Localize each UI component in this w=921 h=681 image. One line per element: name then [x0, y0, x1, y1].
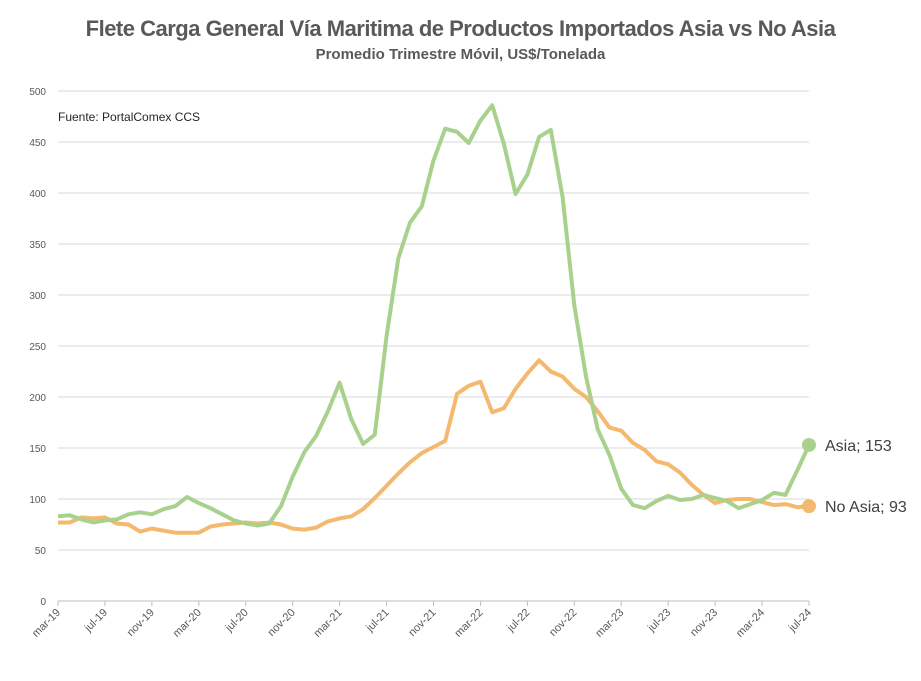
x-tick-label: mar-22: [452, 607, 485, 640]
x-tick-label: jul-21: [363, 607, 391, 635]
y-tick-label: 500: [29, 87, 46, 98]
series-end-label: No Asia; 93: [825, 499, 907, 516]
y-tick-label: 150: [29, 444, 46, 455]
y-tick-label: 300: [29, 291, 46, 302]
x-tick-label: mar-20: [171, 607, 204, 640]
series-line-no-asia: [58, 358, 810, 535]
y-tick-label: 450: [29, 138, 46, 149]
y-tick-label: 50: [35, 546, 47, 557]
y-tick-label: 400: [29, 189, 46, 200]
x-tick-label: mar-21: [312, 607, 345, 640]
x-tick-label: nov-19: [125, 607, 157, 639]
y-tick-label: 200: [29, 393, 46, 404]
source-annotation: Fuente: PortalComex CCS: [58, 110, 200, 124]
series-line-asia: [57, 103, 811, 528]
x-tick-label: jul-20: [223, 607, 251, 635]
x-tick-label: nov-23: [688, 607, 720, 639]
chart-title: Flete Carga General Vía Maritima de Prod…: [85, 16, 836, 41]
x-tick-label: mar-24: [734, 607, 767, 640]
series-end-marker: [802, 437, 816, 452]
x-tick-label: mar-23: [593, 607, 626, 640]
series-end-marker: [802, 499, 816, 514]
x-tick-label: jul-24: [786, 607, 814, 635]
x-tick-label: jul-23: [645, 607, 673, 635]
x-tick-label: nov-21: [406, 607, 438, 639]
x-tick-label: nov-20: [266, 607, 298, 639]
x-tick-label: nov-22: [547, 607, 579, 639]
y-tick-label: 100: [29, 495, 46, 506]
x-tick-label: jul-22: [504, 607, 532, 635]
y-tick-label: 350: [29, 240, 46, 251]
x-tick-label: mar-19: [30, 607, 63, 640]
y-tick-label: 250: [29, 342, 46, 353]
series-end-label: Asia; 153: [825, 438, 892, 455]
y-tick-label: 0: [40, 597, 46, 608]
chart-subtitle: Promedio Trimestre Móvil, US$/Tonelada: [315, 46, 606, 63]
x-tick-label: jul-19: [82, 607, 110, 635]
